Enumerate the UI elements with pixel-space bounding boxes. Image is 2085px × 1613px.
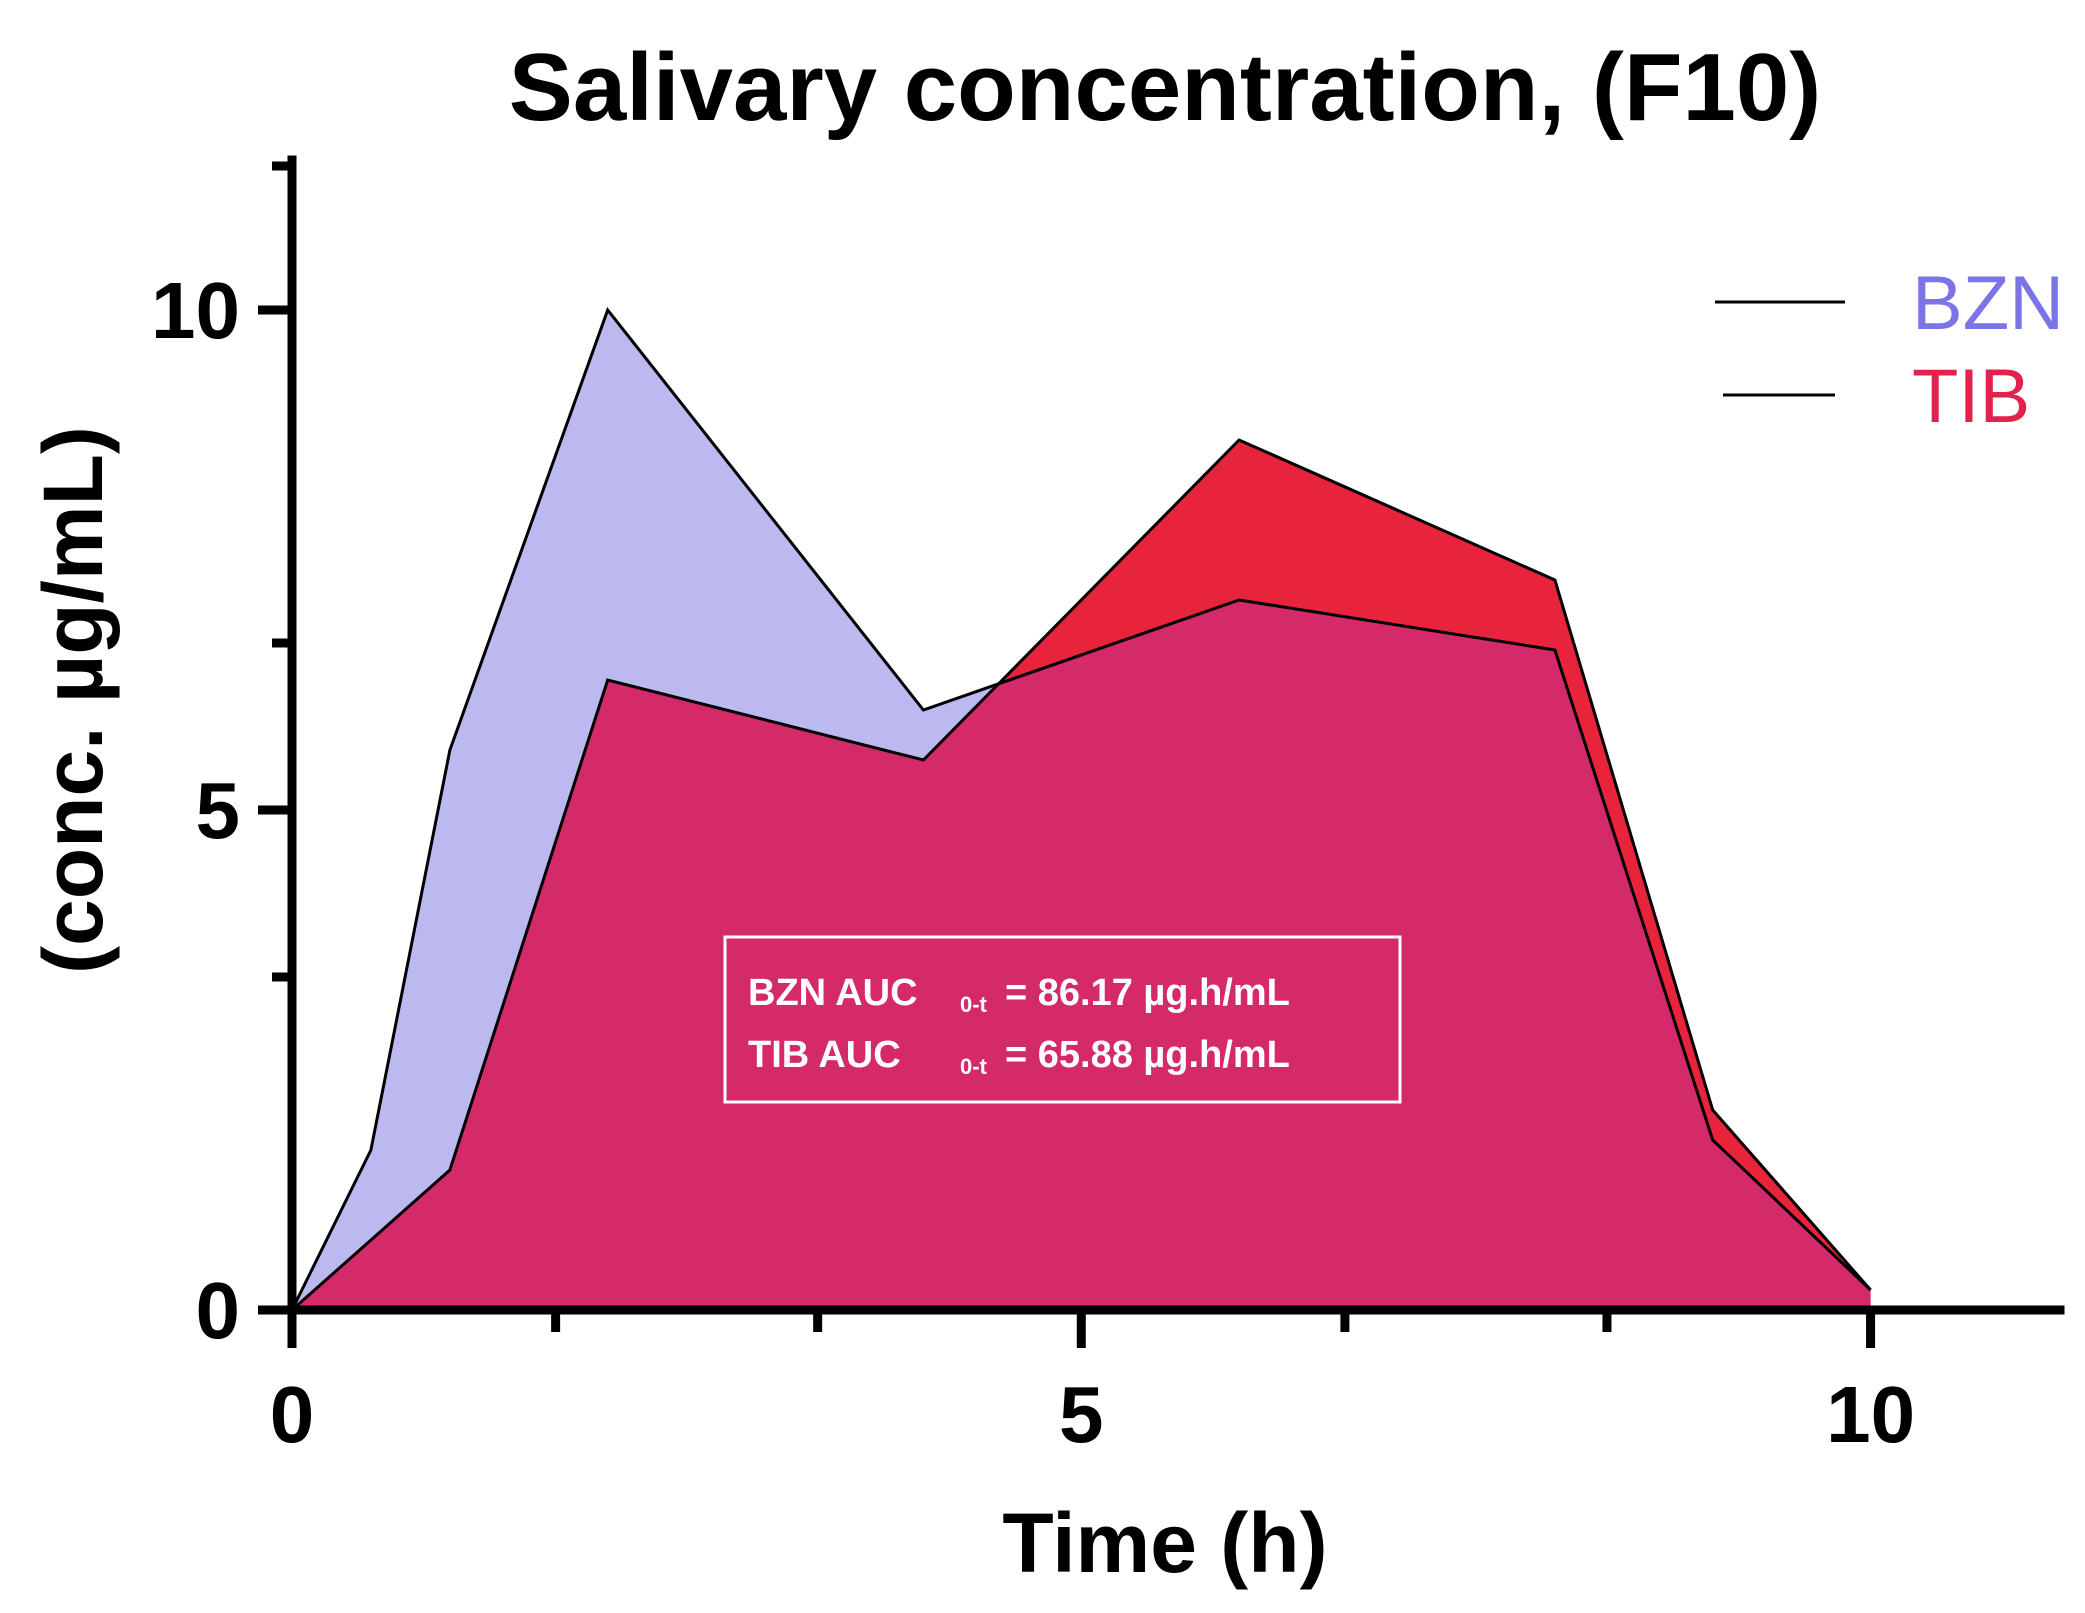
y-tick-label: 5 xyxy=(196,766,241,855)
legend-label-bzn: BZN xyxy=(1912,261,2064,346)
series-line-bzn xyxy=(290,306,1872,1311)
plot-area xyxy=(290,306,1872,1312)
tib-auc-label: TIB AUC xyxy=(748,1034,901,1076)
bzn-auc-sub: 0-t xyxy=(960,992,988,1017)
axes: 0 5 10 0 5 10 xyxy=(151,155,2065,1459)
y-tick-label: 0 xyxy=(196,1266,241,1355)
auc-annotation: BZN AUC 0-t = 86.17 µg.h/mL TIB AUC 0-t … xyxy=(723,935,1402,1104)
bzn-auc-value: = 86.17 µg.h/mL xyxy=(1005,972,1290,1014)
x-tick-label: 5 xyxy=(1059,1370,1104,1459)
x-tick-label: 0 xyxy=(270,1370,315,1459)
x-axis-label: Time (h) xyxy=(1002,1496,1327,1590)
y-axis-label: (conc. µg/mL) xyxy=(26,426,120,974)
legend-label-tib: TIB xyxy=(1912,354,2030,439)
bzn-auc-label: BZN AUC xyxy=(748,972,918,1014)
series-line-tib xyxy=(291,438,1872,1312)
y-tick-label: 10 xyxy=(151,266,240,355)
tib-auc-value: = 65.88 µg.h/mL xyxy=(1005,1034,1290,1076)
x-tick-label: 10 xyxy=(1826,1370,1915,1459)
auc-annotation-box xyxy=(723,935,1402,1104)
chart-title: Salivary concentration, (F10) xyxy=(509,34,1821,141)
tib-auc-sub: 0-t xyxy=(960,1054,988,1079)
